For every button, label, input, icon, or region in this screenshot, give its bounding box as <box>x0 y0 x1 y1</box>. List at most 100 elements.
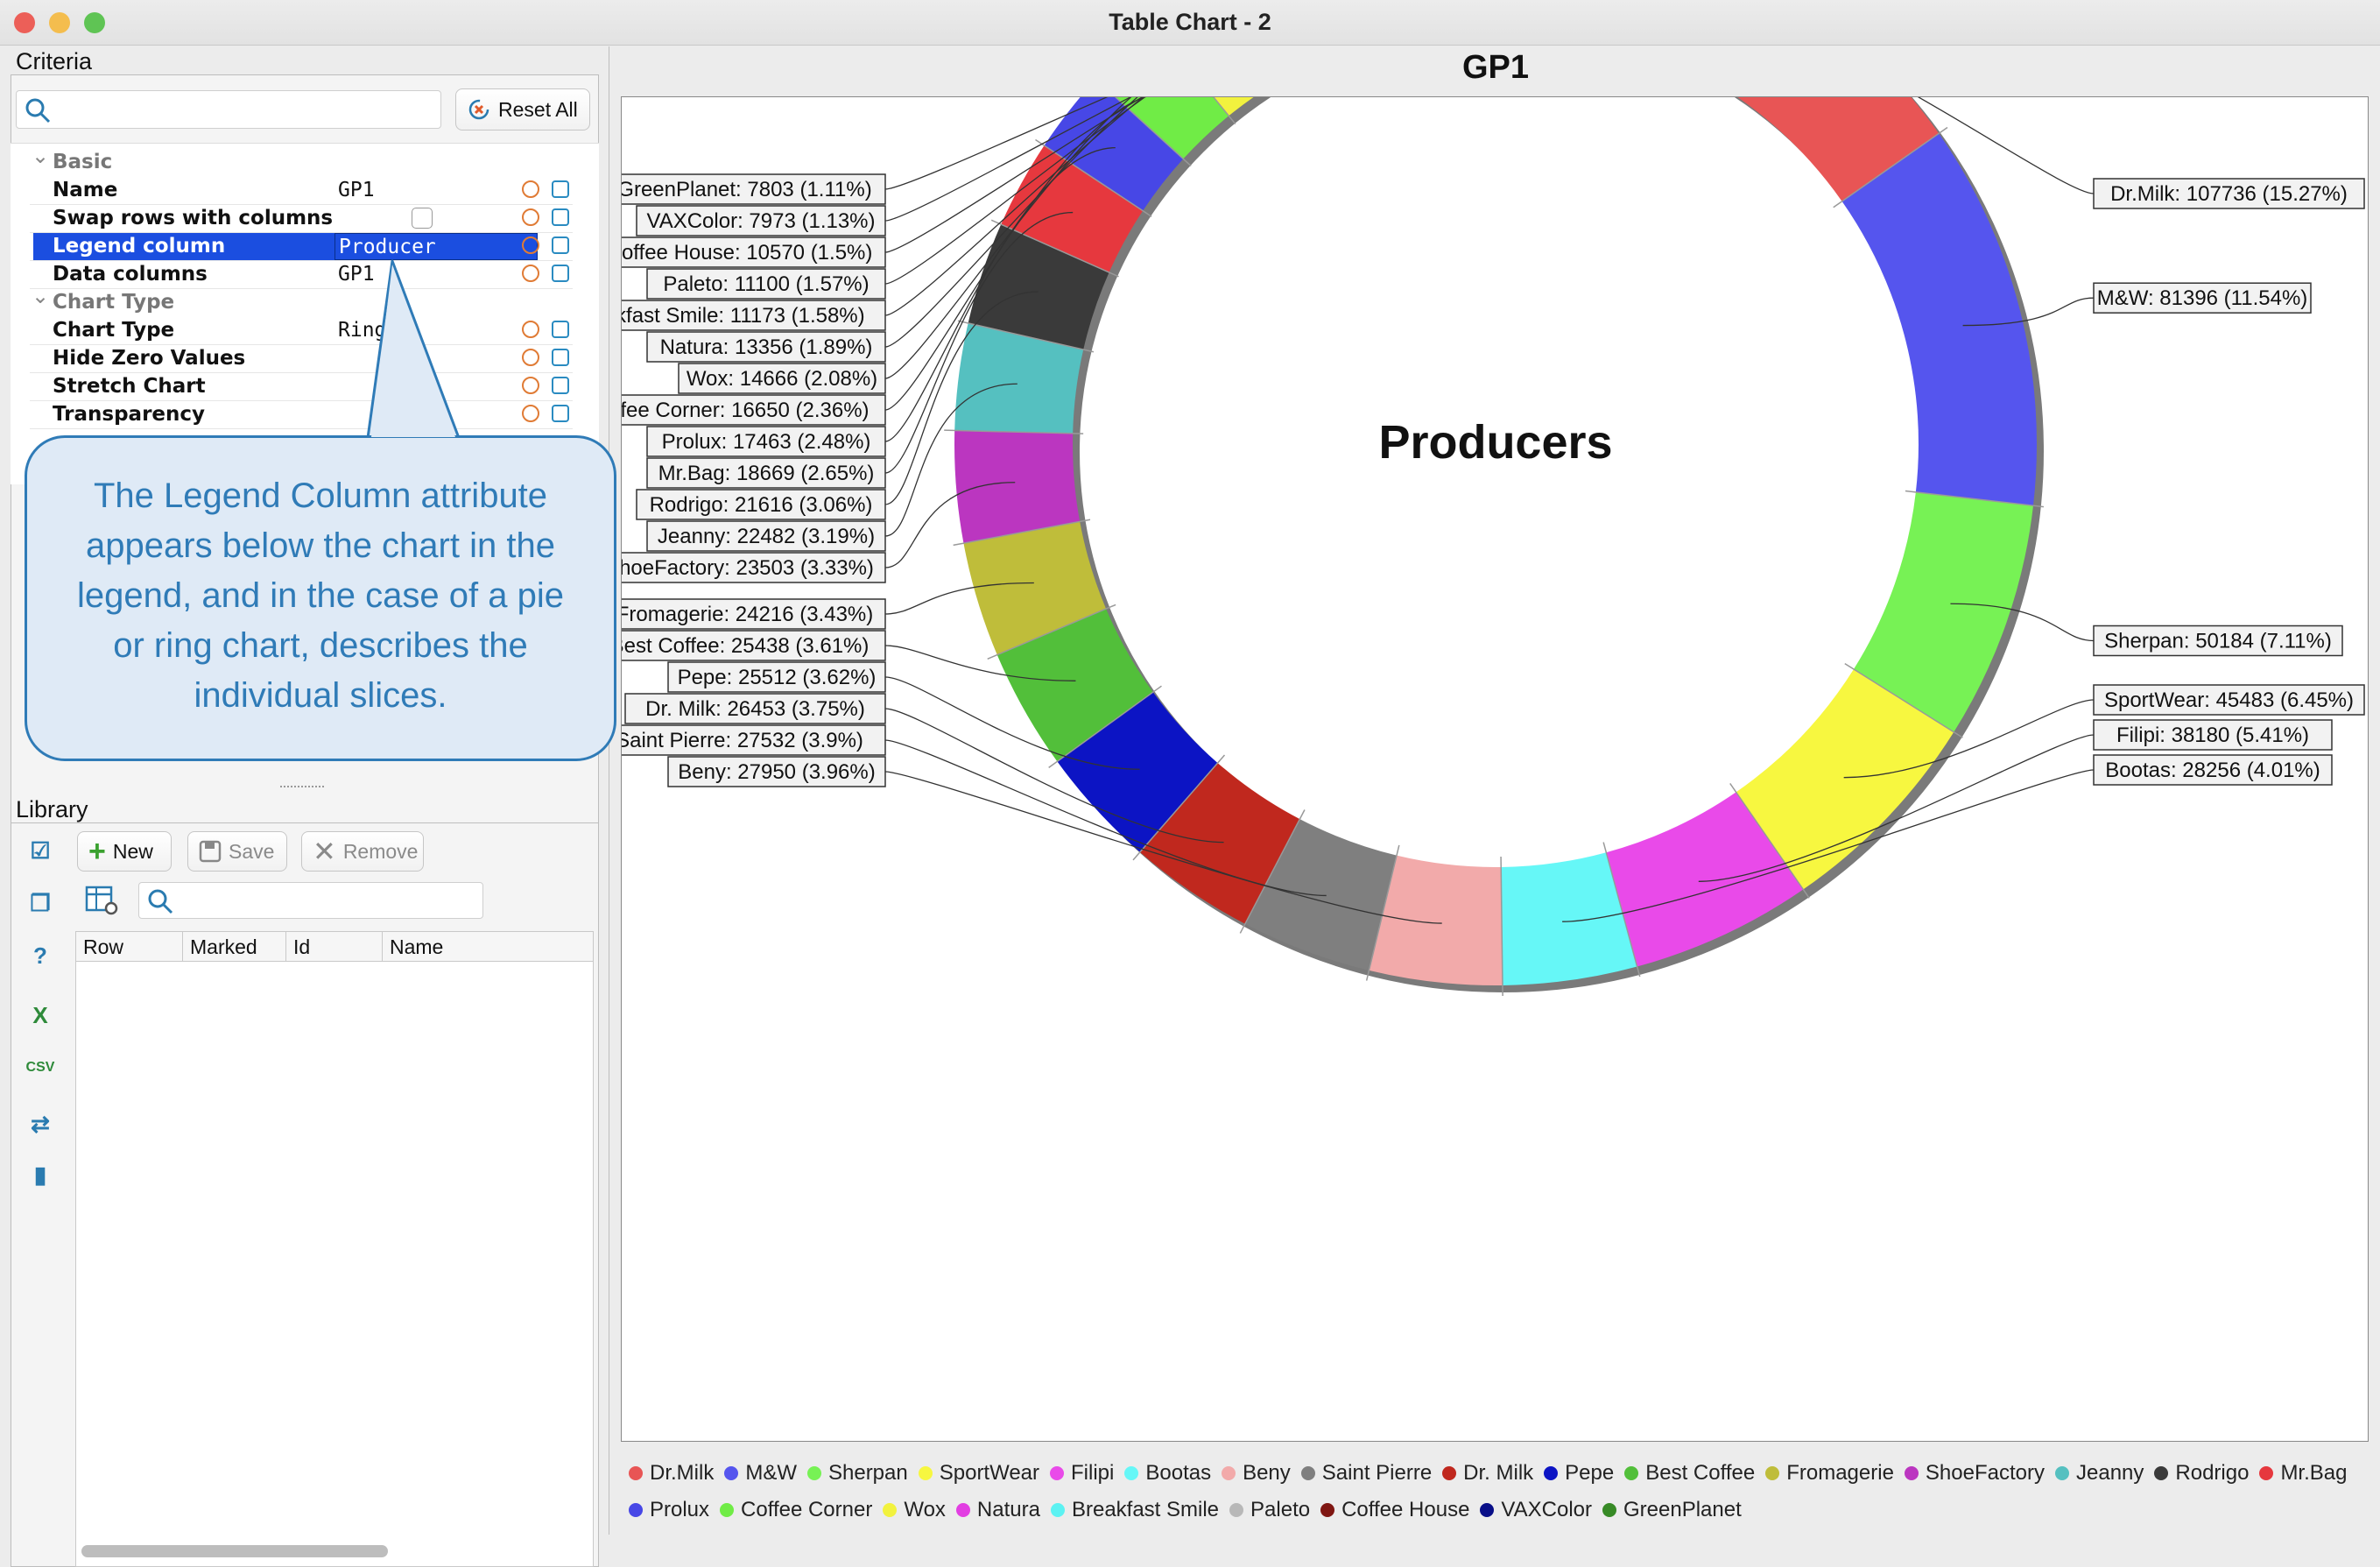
edit-property-icon[interactable] <box>552 405 569 422</box>
reset-property-icon[interactable] <box>522 236 539 254</box>
legend-item-prolux[interactable]: Prolux <box>629 1498 709 1522</box>
edit-property-icon[interactable] <box>552 377 569 394</box>
legend-item-jeanny[interactable]: Jeanny <box>2055 1461 2144 1486</box>
legend-item-pepe[interactable]: Pepe <box>1544 1461 1614 1486</box>
close-window-button[interactable] <box>14 12 35 33</box>
ring-slice-shoefactory[interactable] <box>954 430 1081 544</box>
legend-item-paleto[interactable]: Paleto <box>1229 1498 1310 1522</box>
checklist-icon[interactable]: ☑ <box>30 837 51 864</box>
legend-item-best-coffee[interactable]: Best Coffee <box>1624 1461 1755 1486</box>
reset-property-icon[interactable] <box>522 180 539 198</box>
swap-checkbox[interactable] <box>412 208 433 229</box>
reset-all-button[interactable]: Reset All <box>455 88 590 131</box>
legend-item-natura[interactable]: Natura <box>955 1498 1040 1522</box>
help-icon[interactable]: ? <box>33 942 47 969</box>
legend-item-coffee-corner[interactable]: Coffee Corner <box>720 1498 872 1522</box>
property-row-swap-rows-with-columns[interactable]: Swap rows with columns <box>30 205 573 233</box>
legend-item-coffee-house[interactable]: Coffee House <box>1320 1498 1469 1522</box>
legend-item-dr-milk[interactable]: Dr.Milk <box>629 1461 714 1486</box>
legend-item-bootas[interactable]: Bootas <box>1124 1461 1211 1486</box>
ring-slice-sherpan[interactable] <box>1853 491 2033 732</box>
zoom-window-button[interactable] <box>84 12 105 33</box>
edit-property-icon[interactable] <box>552 236 569 254</box>
horizontal-scrollbar[interactable] <box>81 1545 388 1557</box>
ring-slice-jeanny[interactable] <box>954 322 1084 434</box>
remove-button[interactable]: ✕ Remove <box>301 831 424 872</box>
property-value[interactable]: GP1 <box>338 263 375 286</box>
slice-label-box <box>646 457 886 489</box>
new-button[interactable]: + New <box>77 831 172 872</box>
legend-item-filipi[interactable]: Filipi <box>1050 1461 1114 1486</box>
column-header-row[interactable]: Row <box>76 932 183 962</box>
ring-slice-mr-bag[interactable] <box>1001 145 1144 272</box>
legend-item-mr-bag[interactable]: Mr.Bag <box>2259 1461 2347 1486</box>
legend-item-fromagerie[interactable]: Fromagerie <box>1765 1461 1894 1486</box>
legend-item-rodrigo[interactable]: Rodrigo <box>2154 1461 2249 1486</box>
ring-slice-rodrigo[interactable] <box>968 224 1109 350</box>
property-value[interactable]: Producer <box>334 233 538 260</box>
bar-chart-icon[interactable]: ▮ <box>33 1161 47 1188</box>
property-value[interactable]: GP1 <box>338 179 375 201</box>
column-header-id[interactable]: Id <box>286 932 383 962</box>
legend-item-wox[interactable]: Wox <box>883 1498 946 1522</box>
table-settings-icon[interactable] <box>84 882 119 917</box>
reset-property-icon[interactable] <box>522 405 539 422</box>
reset-property-icon[interactable] <box>522 349 539 366</box>
ring-slice-beny[interactable] <box>1369 855 1503 985</box>
ring-slice-pepe[interactable] <box>1057 692 1218 852</box>
property-row-transparency[interactable]: Transparency <box>30 401 573 429</box>
legend-item-sportwear[interactable]: SportWear <box>918 1461 1039 1486</box>
edit-property-icon[interactable] <box>552 349 569 366</box>
slice-boundary-tick <box>1833 126 1948 208</box>
criteria-search-input[interactable] <box>16 90 441 129</box>
legend-label: Coffee Corner <box>741 1498 873 1521</box>
legend-item-m-w[interactable]: M&W <box>724 1461 797 1486</box>
reset-property-icon[interactable] <box>522 377 539 394</box>
legend-item-beny[interactable]: Beny <box>1222 1461 1291 1486</box>
slice-label-fromagerie: Fromagerie: 24216 (3.43%) <box>603 598 886 630</box>
reset-property-icon[interactable] <box>522 265 539 282</box>
legend-label: Paleto <box>1250 1498 1311 1521</box>
reset-property-icon[interactable] <box>522 208 539 226</box>
property-row-name[interactable]: Name GP1 <box>30 177 573 205</box>
legend-item-greenplanet[interactable]: GreenPlanet <box>1602 1498 1742 1522</box>
column-header-name[interactable]: Name <box>390 935 444 958</box>
copy-icon[interactable]: ❐ <box>30 890 51 916</box>
chevron-down-icon[interactable]: ⌄ <box>32 144 50 168</box>
legend-item-breakfast-smile[interactable]: Breakfast Smile <box>1050 1498 1219 1522</box>
property-actions <box>522 349 583 370</box>
column-header-marked[interactable]: Marked <box>183 932 286 962</box>
ring-slice-best-coffee[interactable] <box>996 609 1153 762</box>
property-row-stretch-chart[interactable]: Stretch Chart <box>30 373 573 401</box>
table-swap-icon[interactable]: ⇄ <box>31 1111 50 1137</box>
ring-slice-saint-pierre[interactable] <box>1244 819 1398 971</box>
legend-item-shoefactory[interactable]: ShoeFactory <box>1904 1461 2045 1486</box>
edit-property-icon[interactable] <box>552 265 569 282</box>
excel-icon[interactable]: X <box>32 1002 48 1028</box>
ring-slice-bootas[interactable] <box>1501 852 1637 985</box>
ring-slice-m-w[interactable] <box>1841 133 2037 506</box>
reset-property-icon[interactable] <box>522 321 539 338</box>
library-search-input[interactable] <box>138 882 483 919</box>
ring-slice-prolux[interactable] <box>1044 79 1184 211</box>
property-row-hide-zero-values[interactable]: Hide Zero Values <box>30 345 573 373</box>
save-button[interactable]: Save <box>187 831 287 872</box>
legend-item-vaxcolor[interactable]: VAXColor <box>1480 1498 1592 1522</box>
legend-item-dr-milk[interactable]: Dr. Milk <box>1442 1461 1533 1486</box>
edit-property-icon[interactable] <box>552 180 569 198</box>
property-name: Stretch Chart <box>53 375 206 398</box>
legend-item-sherpan[interactable]: Sherpan <box>806 1461 908 1486</box>
legend-item-saint-pierre[interactable]: Saint Pierre <box>1300 1461 1432 1486</box>
splitter-handle[interactable] <box>280 786 324 793</box>
edit-property-icon[interactable] <box>552 321 569 338</box>
minimize-window-button[interactable] <box>49 12 70 33</box>
ring-slice-fromagerie[interactable] <box>963 521 1107 655</box>
library-table[interactable]: Row Marked Id Name <box>75 931 594 1567</box>
property-row-data-columns[interactable]: Data columns GP1 <box>30 261 573 289</box>
csv-icon[interactable]: CSV <box>25 1060 55 1075</box>
property-row-legend-column[interactable]: Legend column Producer <box>30 233 573 261</box>
ring-slice-sportwear[interactable] <box>1736 668 1954 890</box>
ring-slice-filipi[interactable] <box>1606 792 1804 967</box>
edit-property-icon[interactable] <box>552 208 569 226</box>
chevron-down-icon[interactable]: ⌄ <box>32 284 50 308</box>
